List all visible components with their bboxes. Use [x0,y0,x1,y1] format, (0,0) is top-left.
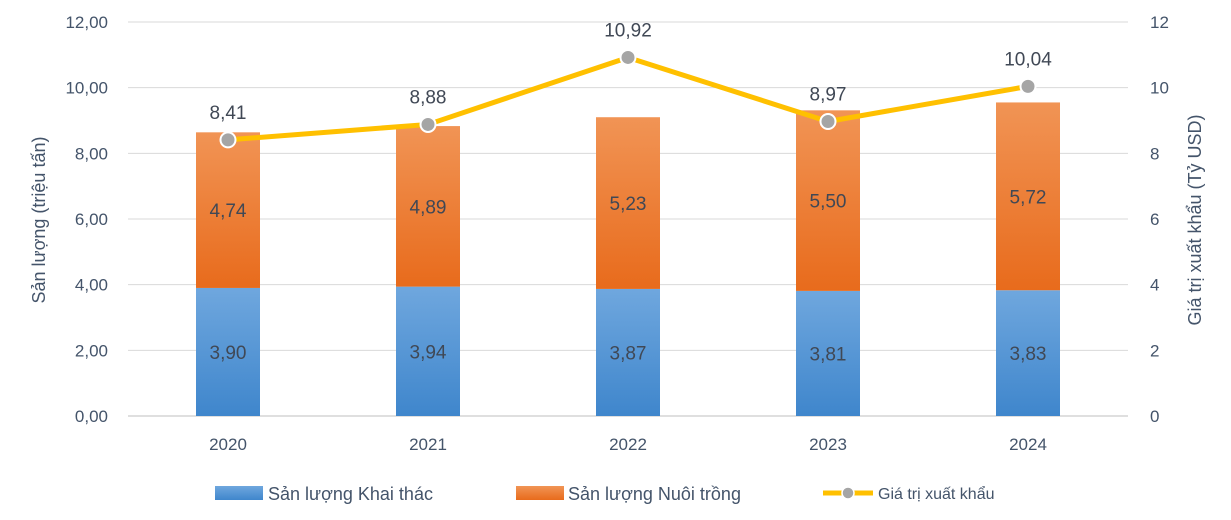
bar-khai-thac [996,290,1060,416]
left-tick-label: 8,00 [75,144,108,163]
line-labels: 8,41 8,88 10,92 8,97 10,04 [210,20,1053,123]
x-tick-label: 2023 [809,435,847,454]
right-tick-label: 6 [1150,210,1159,229]
bar-nuoi-trong [196,132,260,288]
x-tick-label: 2021 [409,435,447,454]
y-axis-title-left: Sản lượng (triệu tấn) [29,137,49,304]
bar-khai-thac [196,287,260,416]
line-series [219,48,1037,149]
bar-label-khai-thac: 3,87 [610,343,647,364]
x-tick-label: 2022 [609,435,647,454]
right-tick-label: 0 [1150,407,1159,426]
bar-khai-thac [796,290,860,416]
line-label-gia-tri: 10,92 [604,20,652,41]
left-tick-label: 12,00 [65,13,108,32]
line-label-gia-tri: 8,41 [210,103,247,124]
right-tick-label: 10 [1150,79,1169,98]
legend-marker-gia-tri [841,486,855,500]
bars [196,102,1060,416]
bar-nuoi-trong [396,126,460,287]
legend: Sản lượng Khai thác Sản lượng Nuôi trồng… [215,484,995,504]
legend-label-nuoi-trong: Sản lượng Nuôi trồng [568,484,741,504]
legend-item-gia-tri: Giá trị xuất khẩu [823,485,995,503]
bar-label-nuoi-trong: 5,23 [610,194,647,215]
bar-nuoi-trong [796,110,860,291]
left-tick-label: 0,00 [75,407,108,426]
bar-label-nuoi-trong: 4,89 [410,197,447,218]
left-tick-label: 6,00 [75,210,108,229]
x-tick-label: 2024 [1009,435,1047,454]
bar-label-khai-thac: 3,94 [410,342,447,363]
line-label-gia-tri: 8,97 [810,84,847,105]
bar-nuoi-trong [996,102,1060,291]
x-tick-label: 2020 [209,435,247,454]
legend-item-nuoi-trong: Sản lượng Nuôi trồng [516,484,741,504]
bar-label-khai-thac: 3,83 [1010,344,1047,365]
line-point-gia-tri [419,115,437,133]
line-label-gia-tri: 8,88 [410,87,447,108]
left-tick-label: 4,00 [75,276,108,295]
bar-label-nuoi-trong: 5,72 [1010,187,1047,208]
bar-label-nuoi-trong: 4,74 [210,201,247,222]
right-axis-ticks: 0 2 4 6 8 10 12 [1150,13,1169,426]
right-tick-label: 2 [1150,341,1159,360]
bar-khai-thac [396,286,460,416]
bar-labels: 3,90 4,74 3,94 4,89 3,87 5,23 3,81 5,50 3,83 5,72 [210,187,1047,365]
y-axis-title-right: Giá trị xuất khẩu (Tỷ USD) [1185,114,1205,325]
legend-swatch-nuoi-trong [516,486,564,500]
legend-item-khai-thac: Sản lượng Khai thác [215,484,433,504]
line-point-gia-tri [1019,77,1037,95]
x-axis-ticks: 2020 2021 2022 2023 2024 [209,435,1047,454]
bar-label-khai-thac: 3,90 [210,343,247,364]
line-point-gia-tri [819,112,837,130]
right-tick-label: 4 [1150,276,1159,295]
bar-nuoi-trong [596,117,660,289]
left-tick-label: 2,00 [75,341,108,360]
line-label-gia-tri: 10,04 [1004,49,1052,70]
right-tick-label: 8 [1150,144,1159,163]
bar-label-khai-thac: 3,81 [810,344,847,365]
line-point-gia-tri [619,48,637,66]
legend-label-gia-tri: Giá trị xuất khẩu [878,485,995,503]
line-point-gia-tri [219,131,237,149]
legend-swatch-khai-thac [215,486,263,500]
right-tick-label: 12 [1150,13,1169,32]
left-tick-label: 10,00 [65,79,108,98]
left-axis-ticks: 0,00 2,00 4,00 6,00 8,00 10,00 12,00 [65,13,108,426]
bar-khai-thac [596,288,660,416]
bar-label-nuoi-trong: 5,50 [810,192,847,213]
legend-label-khai-thac: Sản lượng Khai thác [268,484,433,504]
